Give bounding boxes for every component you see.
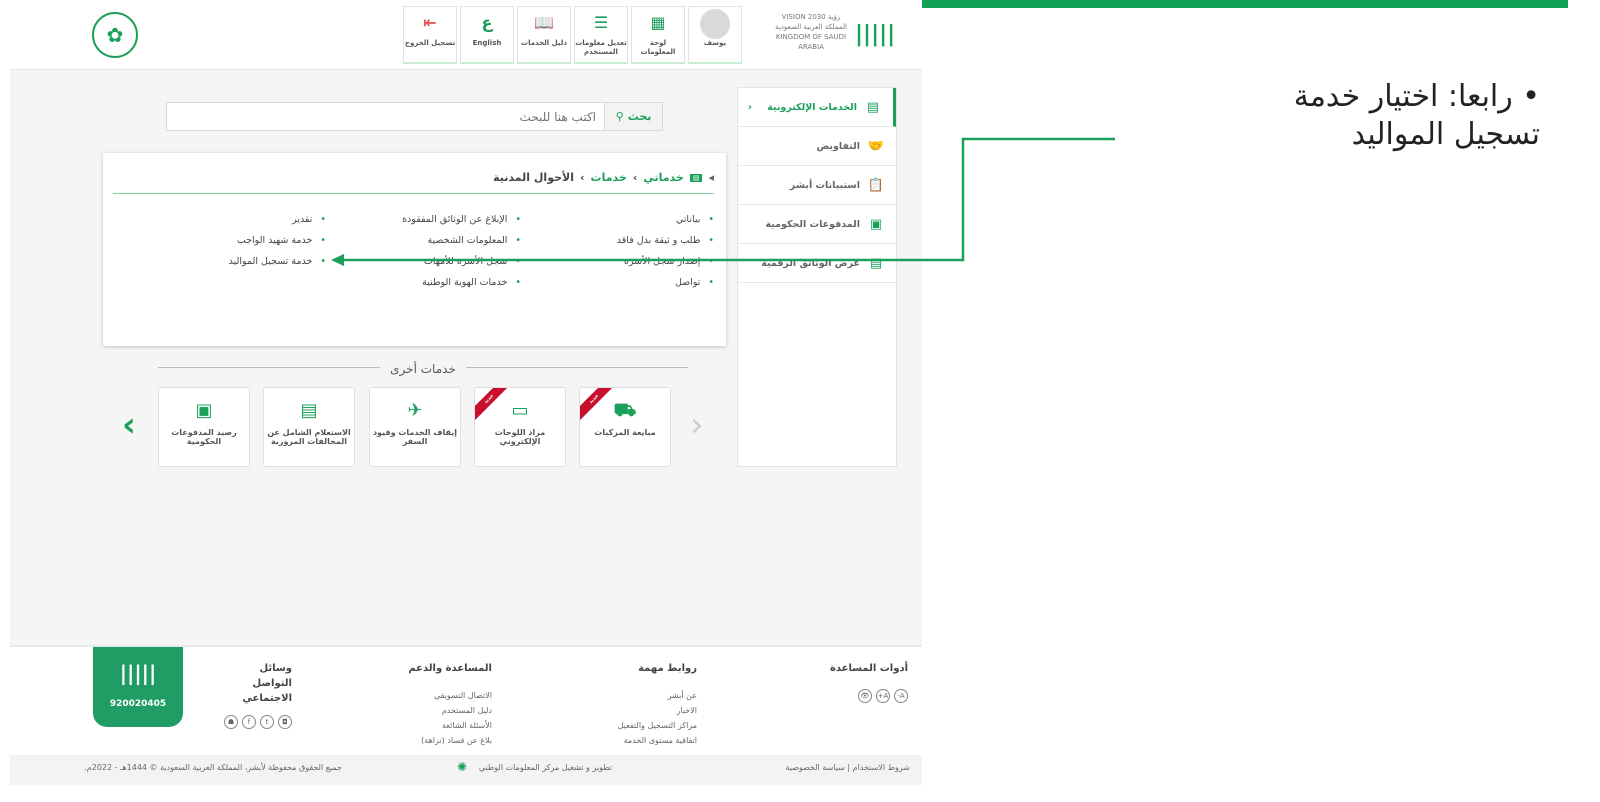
absher-logo[interactable]: ||||| — [855, 22, 896, 47]
phone-number: 920020405 — [109, 699, 167, 709]
dashboard-button[interactable]: ▦ لوحة المعلومات — [631, 6, 685, 64]
terms-link[interactable]: شروط الاستخدام — [852, 763, 910, 772]
footer: أدوات المساعدة A-A+👁 روابط مهمة عن أبشر ا… — [10, 645, 922, 755]
absher-footer-badge: ||||| 920020405 — [93, 647, 183, 727]
birth-registration-link[interactable]: خدمة تسجيل المواليد — [229, 251, 326, 272]
service-link[interactable]: إصدار سجل الأسرة — [617, 251, 714, 272]
service-link[interactable]: الإبلاغ عن الوثائق المفقودة — [402, 209, 521, 230]
absher-screenshot: ||||| VISION 2030 رؤية المملكة العربية ا… — [10, 0, 922, 785]
avatar — [689, 7, 741, 39]
payment-icon: ▣ — [869, 216, 883, 232]
breadcrumb-services[interactable]: خدمات — [590, 171, 627, 184]
handshake-icon: 🤝 — [867, 138, 885, 154]
breadcrumb: ◂ ▤ خدماتي › خدمات › الأحوال المدنية — [493, 171, 714, 184]
service-link[interactable]: سجل الأسرة للأمهات — [402, 251, 521, 272]
snapchat-icon[interactable]: ☗ — [224, 715, 238, 729]
services-column-1: بياناتي طلب و ثيقة بدل فاقد إصدار سجل ال… — [617, 209, 714, 293]
facebook-icon[interactable]: f — [242, 715, 256, 729]
car-hand-icon: ⛟ — [613, 400, 637, 421]
bottom-bar: شروط الاستخدام | سياسة الخصوصية تطوير و … — [10, 755, 922, 780]
footer-link[interactable]: اتفاقية مستوى الخدمة — [623, 736, 697, 745]
search-input[interactable] — [167, 103, 604, 130]
breadcrumb-civil-affairs: الأحوال المدنية — [493, 171, 574, 184]
decrease-font-button[interactable]: A- — [894, 689, 908, 703]
breadcrumb-my-services[interactable]: خدماتي — [643, 171, 684, 184]
footer-link[interactable]: الأسئلة الشائعة — [442, 721, 492, 730]
service-card-travel-restrictions[interactable]: ✈ إيقاف الخدمات وقيود السفر — [369, 387, 461, 467]
service-link[interactable]: طلب و ثيقة بدل فاقد — [617, 230, 714, 251]
eye-icon[interactable]: 👁 — [858, 689, 872, 703]
plane-block-icon: ✈ — [407, 400, 423, 421]
sidebar-item-surveys[interactable]: 📋 استبيانات أبشر — [738, 166, 896, 205]
edit-user-info-button[interactable]: ☰ تعديل معلومات المستخدم — [574, 6, 628, 64]
copyright: جميع الحقوق محفوظة لأبشر، المملكة العربي… — [84, 763, 342, 772]
collapse-icon[interactable]: ◂ — [708, 171, 714, 184]
footer-link[interactable]: الاخبار — [676, 706, 697, 715]
logout-icon: ⇤ — [423, 13, 437, 32]
sidebar-item-delegations[interactable]: 🤝 التفاويض — [738, 127, 896, 166]
search-bar: بحث ⚲ — [166, 102, 663, 131]
clipboard-icon: 📋 — [867, 177, 885, 193]
license-plate-icon: ▭ — [511, 400, 529, 421]
instagram-icon[interactable]: ◘ — [278, 715, 292, 729]
service-card-gov-payments-balance[interactable]: ▣ رصيد المدفوعات الحكومية — [158, 387, 250, 467]
service-link[interactable]: خدمة شهيد الواجب — [229, 230, 326, 251]
service-card-traffic-violations[interactable]: ▤ الاستعلام الشامل عن المخالفات المرورية — [263, 387, 355, 467]
search-button[interactable]: بحث ⚲ — [604, 103, 662, 130]
language-button[interactable]: ع English — [460, 6, 514, 64]
increase-font-button[interactable]: A+ — [876, 689, 890, 703]
developer-credit: تطوير و تشغيل مركز المعلومات الوطني — [478, 763, 612, 772]
atm-cash-icon: ▣ — [195, 400, 213, 421]
services-column-2: الإبلاغ عن الوثائق المفقودة المعلومات ال… — [402, 209, 521, 293]
id-card-icon: ▤ — [689, 173, 703, 182]
header: ||||| VISION 2030 رؤية المملكة العربية ا… — [10, 0, 922, 70]
nic-logo: ✺ — [456, 760, 467, 774]
service-link[interactable]: خدمات الهوية الوطنية — [402, 272, 521, 293]
absher-logo: ||||| — [119, 661, 157, 685]
profile-button[interactable]: يوسف — [688, 6, 742, 64]
vision-2030-logo: VISION 2030 رؤية المملكة العربية السعودي… — [772, 12, 850, 60]
documents-icon: ▤ — [300, 400, 318, 421]
logout-button[interactable]: ⇤ تسجيل الخروج — [403, 6, 457, 64]
sliders-icon: ☰ — [593, 13, 609, 32]
sidebar-item-gov-payments[interactable]: ▣ المدفوعات الحكومية — [738, 205, 896, 244]
divider — [113, 193, 714, 194]
footer-link[interactable]: الاتصال التسويقي — [433, 691, 492, 700]
language-icon: ع — [481, 13, 493, 32]
service-card-plates-auction[interactable]: جديد ▭ مزاد اللوحات الإلكتروني — [474, 387, 566, 467]
service-link[interactable]: تقدير — [229, 209, 326, 230]
carousel-prev-arrow[interactable]: ‹ — [122, 405, 137, 445]
slide-bullet: • رابعا: اختيار خدمة تسجيل المواليد — [1293, 79, 1540, 152]
vision-2030-text: VISION 2030 رؤية المملكة العربية السعودي… — [775, 13, 847, 51]
book-icon: 📖 — [534, 13, 554, 32]
service-card-vehicle-sale[interactable]: جديد ⛟ مبايعة المركبات — [579, 387, 671, 467]
footer-link[interactable]: بلاغ عن فساد (نزاهة) — [421, 736, 492, 745]
services-guide-button[interactable]: 📖 دليل الخدمات — [517, 6, 571, 64]
service-link[interactable]: المعلومات الشخصية — [402, 230, 521, 251]
service-link[interactable]: بياناتي — [617, 209, 714, 230]
sidebar-item-e-services[interactable]: ▤ الخدمات الإلكترونية ‹ — [738, 88, 896, 127]
search-icon: ⚲ — [615, 110, 624, 123]
carousel-next-arrow[interactable]: › — [690, 405, 704, 445]
footer-link[interactable]: دليل المستخدم — [441, 706, 492, 715]
footer-link[interactable]: عن أبشر — [667, 691, 697, 700]
dashboard-icon: ▦ — [650, 13, 666, 32]
slide-accent-bar — [690, 0, 1568, 8]
services-column-3: تقدير خدمة شهيد الواجب خدمة تسجيل الموال… — [229, 209, 326, 272]
chevron-left-icon: ‹ — [748, 101, 752, 113]
ministry-emblem: ✿ — [92, 12, 138, 58]
service-link[interactable]: تواصل — [617, 272, 714, 293]
other-services-heading: خدمات أخرى — [158, 358, 688, 378]
services-icon: ▤ — [866, 99, 880, 115]
footer-link[interactable]: مراكز التسجيل والتفعيل — [617, 721, 697, 730]
privacy-link[interactable]: سياسة الخصوصية — [785, 763, 845, 772]
services-panel: ◂ ▤ خدماتي› خدمات› الأحوال المدنية بيانا… — [103, 153, 726, 346]
twitter-icon[interactable]: t — [260, 715, 274, 729]
